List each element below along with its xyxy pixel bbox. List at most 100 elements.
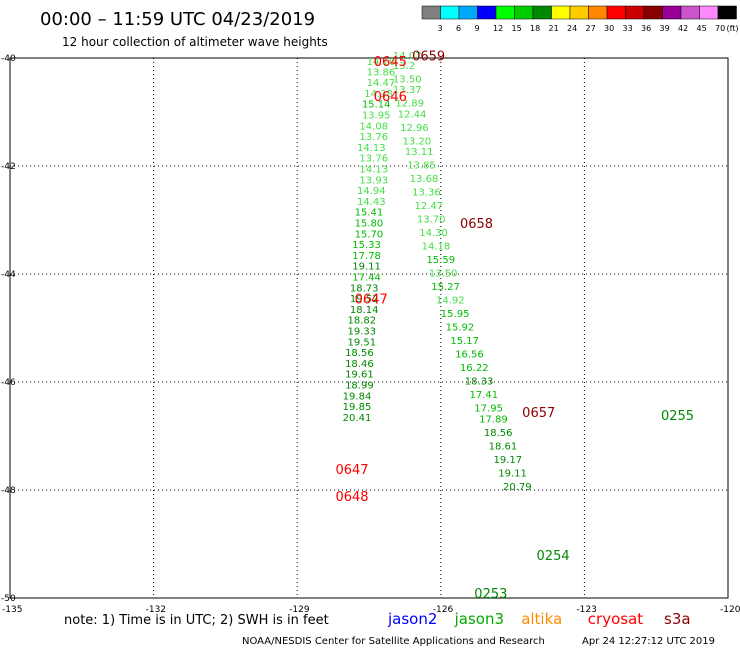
data-point: 13.70 [417, 215, 446, 226]
data-point: 17.89 [479, 415, 508, 426]
legend-bin-label: 21 [549, 24, 559, 33]
data-point: 13.37 [393, 85, 422, 96]
data-point: 13.93 [359, 175, 388, 186]
legend-swatch [643, 5, 663, 20]
time-label: 0646 [374, 90, 407, 105]
data-point: 14.92 [436, 296, 465, 307]
y-tick-label: -46 [1, 378, 16, 388]
time-label: 0255 [661, 409, 694, 424]
data-point: 15.41 [355, 208, 384, 219]
data-point: 18.14 [350, 305, 379, 316]
data-point: 15.95 [441, 309, 470, 320]
legend-bin-label: 24 [567, 24, 577, 33]
legend-unit: (ft) [727, 24, 739, 33]
satellite-legend-cryosat: cryosat [588, 610, 643, 628]
data-point: 15.33 [352, 240, 381, 251]
data-point: 13.86 [367, 67, 396, 78]
data-point: 15.27 [431, 282, 460, 293]
data-point: 18.46 [345, 359, 374, 370]
legend-swatch [495, 5, 515, 20]
data-point: 15.14 [362, 100, 391, 111]
plot-frame [9, 57, 729, 599]
data-point: 13.36 [412, 188, 441, 199]
y-tick-label: -50 [1, 594, 16, 604]
legend-bin-label: 27 [586, 24, 596, 33]
legend-swatch [532, 5, 552, 20]
legend-bin-label: 45 [697, 24, 707, 33]
data-point: 12.44 [398, 109, 427, 120]
data-point: 13.2 [393, 61, 415, 72]
data-point: 19.51 [347, 337, 376, 348]
footer-timestamp: Apr 24 12:27:12 UTC 2019 [582, 636, 715, 647]
legend-bin-label: 70 [715, 24, 725, 33]
time-label: 0647 [335, 463, 368, 478]
data-point: 14.08 [359, 121, 388, 132]
legend-bin-label: 39 [660, 24, 670, 33]
legend-bin-label: 12 [493, 24, 503, 33]
data-point: 15.17 [450, 336, 479, 347]
legend-bin-label: 3 [438, 24, 443, 33]
data-point: 18.56 [345, 348, 374, 359]
data-point: 18.99 [345, 380, 374, 391]
time-label: 0254 [537, 549, 570, 564]
legend-bin-label: 9 [475, 24, 480, 33]
legend-swatch [662, 5, 682, 20]
data-point: 18.82 [347, 316, 376, 327]
data-point: 15.80 [355, 218, 384, 229]
time-label: 0658 [460, 217, 493, 232]
data-point: 14.07 [393, 51, 422, 62]
data-point: 19.33 [347, 326, 376, 337]
x-tick-label: -123 [576, 605, 596, 615]
time-label: 0648 [335, 490, 368, 505]
data-point: 18.61 [489, 442, 518, 453]
chart-subtitle: 12 hour collection of altimeter wave hei… [62, 35, 328, 49]
legend-bin-label: 18 [530, 24, 540, 33]
data-point: 15.92 [446, 323, 475, 334]
data-point: 19.52 [350, 294, 379, 305]
y-tick-label: -40 [1, 54, 16, 64]
legend-bin-label: 30 [604, 24, 614, 33]
data-point: 19.17 [493, 455, 522, 466]
legend-swatch [421, 5, 441, 20]
x-tick-label: -126 [433, 605, 454, 615]
data-point: 12.96 [400, 123, 429, 134]
data-point: 14.18 [422, 242, 451, 253]
data-point: 18.73 [350, 283, 379, 294]
x-tick-label: -120 [720, 605, 740, 615]
y-tick-label: -48 [1, 486, 16, 496]
legend-swatch [680, 5, 700, 20]
data-point: 14.47 [367, 78, 396, 89]
legend-swatch [588, 5, 608, 20]
legend-swatch [477, 5, 497, 20]
time-label: 0253 [474, 587, 507, 602]
time-labels: 0659 0645 0646 0658 0647 0657 0255 0647 0648 0254… [335, 50, 694, 602]
legend-swatch [717, 5, 737, 20]
data-point: 19.84 [343, 391, 372, 402]
footer-credit: NOAA/NESDIS Center for Satellite Applica… [242, 636, 545, 647]
legend-swatch [606, 5, 626, 20]
data-point: 19.11 [498, 469, 527, 480]
y-tick-label: -44 [1, 270, 16, 280]
satellite-legend-jason2: jason2 [387, 610, 437, 628]
color-legend: 3 6 9 12 15 18 21 24 27 30 33 36 39 42 45 70 (ft) [421, 5, 739, 33]
legend-bin-label: 6 [456, 24, 461, 33]
legend-bin-label: 33 [623, 24, 633, 33]
data-point: 17.95 [474, 404, 503, 415]
data-point: 18.33 [465, 377, 494, 388]
data-point: 19.11 [352, 262, 381, 273]
data-point: 17.41 [470, 390, 499, 401]
data-point: 13.11 [405, 147, 434, 158]
data-point: 16.22 [460, 363, 489, 374]
legend-swatch [699, 5, 719, 20]
data-point: 14.38 [364, 89, 393, 100]
data-point: 13.76 [359, 154, 388, 165]
data-point: 20.79 [503, 482, 532, 493]
data-point: 12.89 [395, 99, 424, 110]
legend-swatch [625, 5, 645, 20]
legend-swatch [514, 5, 534, 20]
data-point: 13.50 [393, 74, 422, 85]
data-point: 17.78 [352, 251, 381, 262]
time-label: 0647 [355, 293, 388, 308]
